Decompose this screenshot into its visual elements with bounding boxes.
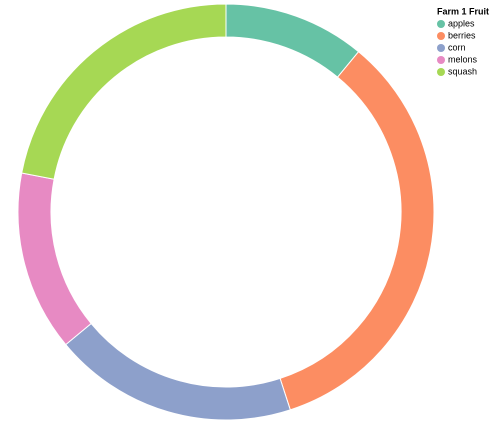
legend-title: Farm 1 Fruit xyxy=(437,6,489,16)
legend-marker xyxy=(437,20,445,28)
legend-marker xyxy=(437,68,445,76)
donut-slice xyxy=(21,3,227,180)
legend-marker xyxy=(437,56,445,64)
legend-label: melons xyxy=(448,54,478,64)
legend-label: squash xyxy=(448,66,477,76)
legend-label: apples xyxy=(448,18,475,28)
donut-slice xyxy=(65,322,291,421)
legend-marker xyxy=(437,44,445,52)
donut-slice xyxy=(279,51,435,411)
legend-label: berries xyxy=(448,30,476,40)
legend-marker xyxy=(437,32,445,40)
donut-slice xyxy=(225,3,360,78)
donut-slice xyxy=(17,172,92,346)
legend-label: corn xyxy=(448,42,466,52)
